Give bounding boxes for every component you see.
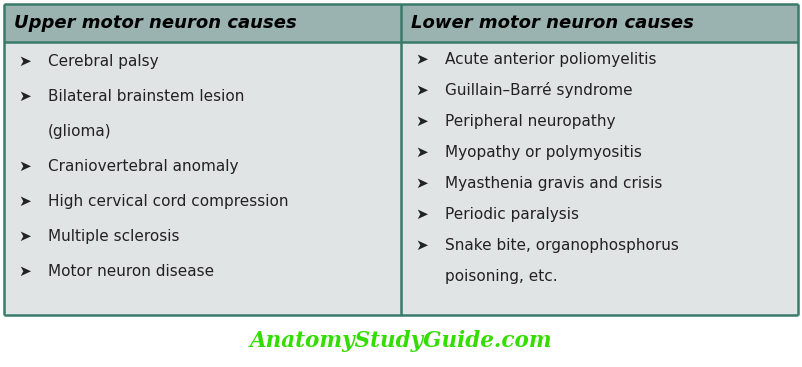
Text: ➤: ➤ [18,229,30,244]
Text: ➤: ➤ [415,145,427,160]
Text: ➤: ➤ [18,54,30,69]
Text: AnatomyStudyGuide.com: AnatomyStudyGuide.com [249,330,553,352]
Text: Snake bite, organophosphorus: Snake bite, organophosphorus [445,238,678,253]
Text: ➤: ➤ [18,89,30,104]
Text: Myopathy or polymyositis: Myopathy or polymyositis [445,145,642,160]
Text: (glioma): (glioma) [48,124,111,139]
Text: ➤: ➤ [415,83,427,98]
FancyBboxPatch shape [4,4,401,42]
Text: Cerebral palsy: Cerebral palsy [48,54,159,69]
Text: ➤: ➤ [18,159,30,174]
Text: ➤: ➤ [415,238,427,253]
Text: poisoning, etc.: poisoning, etc. [445,269,557,284]
Text: Upper motor neuron causes: Upper motor neuron causes [14,14,297,32]
FancyBboxPatch shape [401,42,798,315]
Text: Myasthenia gravis and crisis: Myasthenia gravis and crisis [445,176,662,190]
Text: ➤: ➤ [18,264,30,279]
Text: ➤: ➤ [415,207,427,222]
Text: Multiple sclerosis: Multiple sclerosis [48,229,180,244]
Text: Motor neuron disease: Motor neuron disease [48,264,214,279]
Text: Lower motor neuron causes: Lower motor neuron causes [411,14,694,32]
Text: High cervical cord compression: High cervical cord compression [48,194,289,209]
Text: Bilateral brainstem lesion: Bilateral brainstem lesion [48,89,245,104]
Text: ➤: ➤ [18,194,30,209]
Text: Acute anterior poliomyelitis: Acute anterior poliomyelitis [445,51,657,66]
Text: Guillain–Barré syndrome: Guillain–Barré syndrome [445,82,633,98]
Text: ➤: ➤ [415,176,427,190]
FancyBboxPatch shape [4,42,401,315]
Text: ➤: ➤ [415,51,427,66]
FancyBboxPatch shape [401,4,798,42]
Text: Peripheral neuropathy: Peripheral neuropathy [445,114,615,128]
Text: ➤: ➤ [415,114,427,128]
Text: Periodic paralysis: Periodic paralysis [445,207,579,222]
Text: Craniovertebral anomaly: Craniovertebral anomaly [48,159,238,174]
